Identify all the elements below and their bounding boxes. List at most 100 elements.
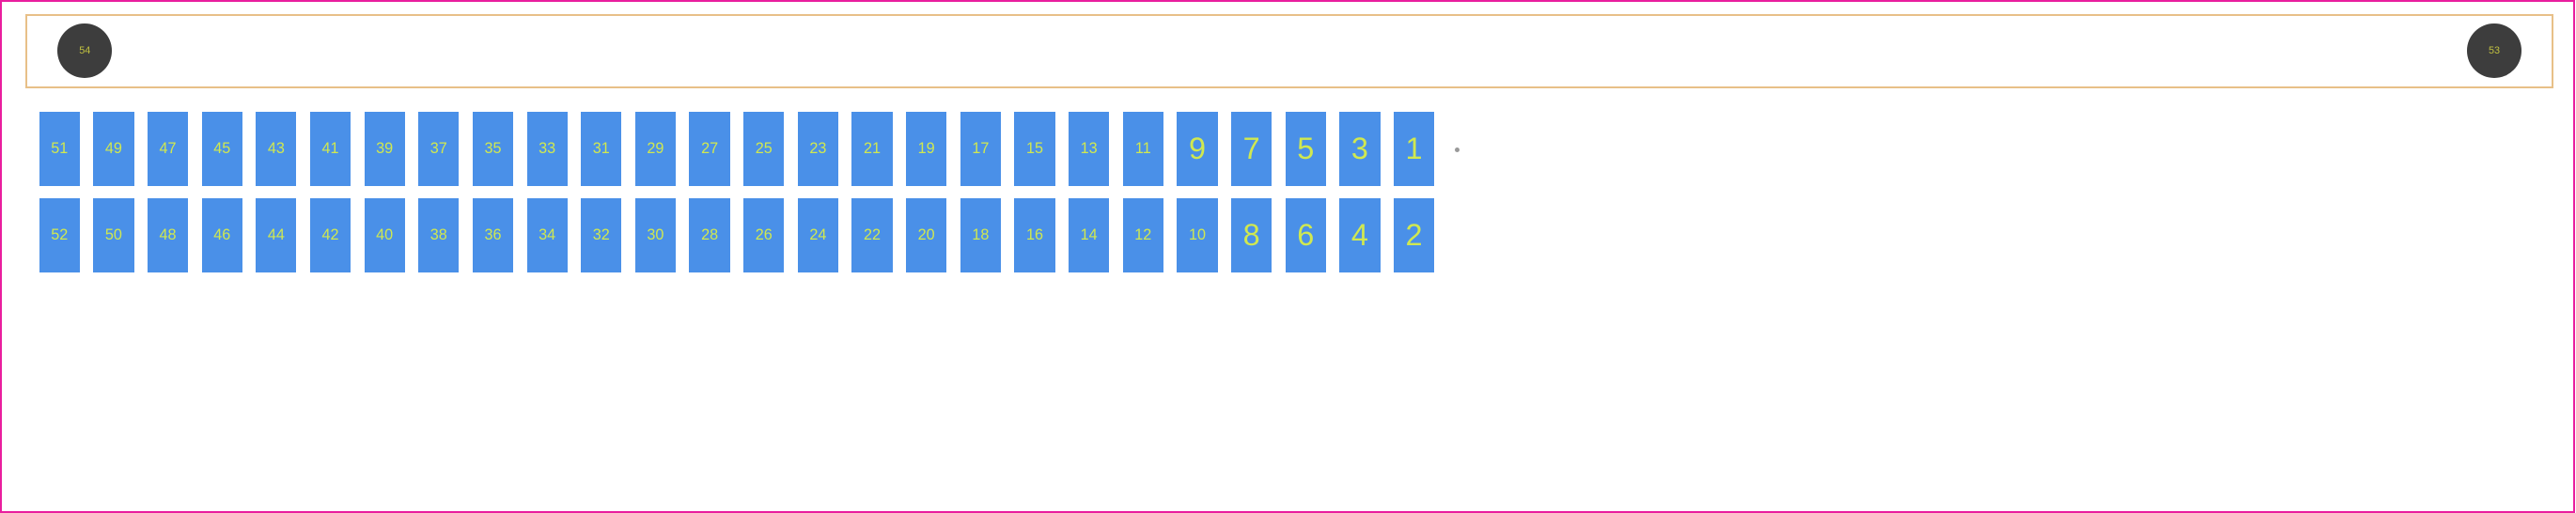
pad-label: 50 (105, 226, 122, 244)
pad-label: 45 (213, 140, 230, 158)
pad-label: 39 (376, 140, 393, 158)
pad-18: 18 (960, 198, 1001, 272)
pad-32: 32 (581, 198, 621, 272)
pad-label: 14 (1081, 226, 1098, 244)
pad-30: 30 (635, 198, 676, 272)
pad-label: 40 (376, 226, 393, 244)
mounting-hole-label: 54 (79, 45, 90, 56)
pad-21: 21 (851, 112, 892, 186)
pad-label: 27 (701, 140, 718, 158)
pad-38: 38 (418, 198, 459, 272)
pad-label: 22 (864, 226, 881, 244)
mounting-hole-54: 54 (57, 23, 112, 78)
pad-label: 2 (1406, 218, 1423, 253)
pad-12: 12 (1123, 198, 1163, 272)
pad-7: 7 (1231, 112, 1272, 186)
pad-label: 43 (268, 140, 285, 158)
pad-label: 18 (972, 226, 989, 244)
pad-label: 29 (647, 140, 664, 158)
pad-1: 1 (1394, 112, 1434, 186)
footprint-canvas: 5453 51494745434139373533312927252321191… (0, 0, 2575, 513)
pad-label: 34 (539, 226, 555, 244)
pad-label: 17 (972, 140, 989, 158)
pad-49: 49 (93, 112, 133, 186)
pad-35: 35 (473, 112, 513, 186)
pad-27: 27 (689, 112, 729, 186)
pad-label: 8 (1243, 218, 1260, 253)
pad-31: 31 (581, 112, 621, 186)
pad-label: 31 (593, 140, 610, 158)
pad-16: 16 (1014, 198, 1054, 272)
pad-label: 44 (268, 226, 285, 244)
pad-24: 24 (798, 198, 838, 272)
pad-26: 26 (743, 198, 784, 272)
pad-46: 46 (202, 198, 242, 272)
pad-label: 10 (1189, 226, 1206, 244)
pad-20: 20 (906, 198, 946, 272)
pad-label: 32 (593, 226, 610, 244)
pad-label: 20 (918, 226, 935, 244)
pad-label: 48 (160, 226, 177, 244)
pad-39: 39 (365, 112, 405, 186)
pad-2: 2 (1394, 198, 1434, 272)
pad-34: 34 (527, 198, 568, 272)
mounting-hole-53: 53 (2467, 23, 2521, 78)
pad-37: 37 (418, 112, 459, 186)
pad-label: 37 (430, 140, 447, 158)
pad-47: 47 (148, 112, 188, 186)
pad-45: 45 (202, 112, 242, 186)
pad-50: 50 (93, 198, 133, 272)
pad-label: 9 (1189, 132, 1206, 166)
pad-4: 4 (1339, 198, 1380, 272)
pad-label: 21 (864, 140, 881, 158)
pad-44: 44 (256, 198, 296, 272)
pad-label: 15 (1026, 140, 1043, 158)
pad-label: 25 (756, 140, 773, 158)
pad-23: 23 (798, 112, 838, 186)
pad-25: 25 (743, 112, 784, 186)
pad-6: 6 (1286, 198, 1326, 272)
pad-9: 9 (1177, 112, 1217, 186)
pad-29: 29 (635, 112, 676, 186)
pad-28: 28 (689, 198, 729, 272)
pad-label: 12 (1134, 226, 1151, 244)
pad-33: 33 (527, 112, 568, 186)
pad-label: 41 (321, 140, 338, 158)
pad-label: 16 (1026, 226, 1043, 244)
pad-40: 40 (365, 198, 405, 272)
pad-48: 48 (148, 198, 188, 272)
pad-3: 3 (1339, 112, 1380, 186)
pad-label: 52 (51, 226, 68, 244)
pad-label: 23 (809, 140, 826, 158)
pad-label: 5 (1297, 132, 1314, 166)
pad-label: 7 (1243, 132, 1260, 166)
pad-10: 10 (1177, 198, 1217, 272)
pad-label: 49 (105, 140, 122, 158)
pad-label: 26 (756, 226, 773, 244)
pad-52: 52 (39, 198, 80, 272)
pad-label: 4 (1351, 218, 1368, 253)
pad-19: 19 (906, 112, 946, 186)
pad-label: 35 (484, 140, 501, 158)
pad-36: 36 (473, 198, 513, 272)
pad-22: 22 (851, 198, 892, 272)
pad-11: 11 (1123, 112, 1163, 186)
pad-label: 51 (51, 140, 68, 158)
pad-14: 14 (1069, 198, 1109, 272)
pad-label: 46 (213, 226, 230, 244)
pad-label: 42 (321, 226, 338, 244)
pad-label: 28 (701, 226, 718, 244)
pad-label: 33 (539, 140, 555, 158)
connector-outline (25, 14, 2553, 88)
pad-label: 13 (1081, 140, 1098, 158)
pad-15: 15 (1014, 112, 1054, 186)
pad-17: 17 (960, 112, 1001, 186)
pad-42: 42 (310, 198, 351, 272)
mounting-hole-label: 53 (2489, 45, 2500, 56)
pad-label: 6 (1297, 218, 1314, 253)
pad-label: 38 (430, 226, 447, 244)
pad-label: 24 (809, 226, 826, 244)
pad-label: 30 (647, 226, 664, 244)
pad-43: 43 (256, 112, 296, 186)
pad-5: 5 (1286, 112, 1326, 186)
